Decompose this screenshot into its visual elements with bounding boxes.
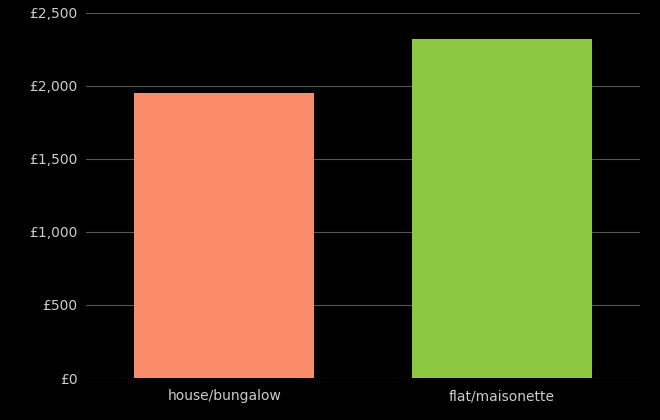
Bar <box>412 39 592 378</box>
Bar <box>134 93 315 378</box>
